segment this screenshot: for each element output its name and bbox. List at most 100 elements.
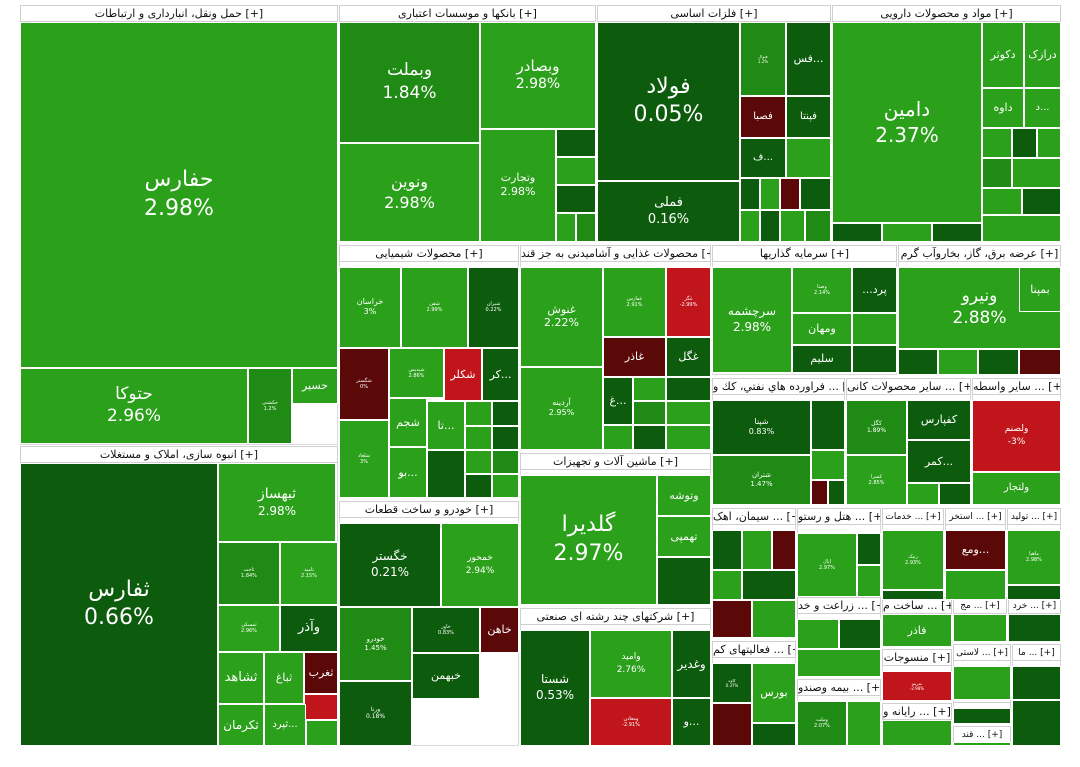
stock-tile-small[interactable] [633, 425, 666, 450]
stock-tile-small[interactable] [882, 223, 932, 242]
stock-tile-small[interactable] [742, 530, 772, 570]
sector-header[interactable]: سرمایه گذاریها [+] [712, 245, 897, 262]
stock-tile[interactable]: شگستر 0% [339, 348, 389, 420]
sector-header[interactable]: بیمه وصندو ... [+] [797, 679, 881, 696]
stock-tile[interactable]: ومعادن -2.91% [590, 698, 672, 746]
stock-tile-small[interactable] [712, 570, 742, 600]
stock-tile[interactable]: فس... [786, 22, 831, 96]
sector-header[interactable]: محصولات شیمیایی [+] [339, 245, 519, 262]
stock-tile-small[interactable] [800, 178, 831, 210]
sector-header[interactable]: ما ... [+] [1012, 644, 1061, 661]
stock-tile-small[interactable] [306, 720, 338, 746]
stock-tile-small[interactable] [492, 450, 519, 474]
stock-tile-small[interactable] [556, 185, 596, 213]
sector-header[interactable]: فراورده هاي نفتي، كك و ... [+] [712, 378, 845, 395]
stock-tile-small[interactable] [1012, 700, 1061, 746]
sector-header[interactable]: محصولات غذایی و آشامیدنی به جز قند [+] [520, 245, 711, 262]
stock-tile[interactable]: غاذر [603, 337, 666, 377]
sector-header[interactable]: فعالیتهای کم ... [+] [712, 641, 796, 658]
stock-tile-small[interactable] [882, 720, 952, 746]
stock-tile[interactable]: بورس [752, 663, 796, 723]
stock-tile-small[interactable] [492, 426, 519, 450]
sector-header[interactable]: استخر ... [+] [945, 508, 1006, 525]
sector-header[interactable]: تولید ... [+] [1007, 508, 1061, 525]
sector-header[interactable]: فلزات اساسی [+] [597, 5, 831, 22]
stock-tile-small[interactable] [760, 178, 780, 210]
sector-header[interactable]: قند ... [+] [953, 726, 1011, 743]
stock-tile-small[interactable] [1022, 188, 1061, 215]
stock-tile[interactable]: شکلر [444, 348, 482, 401]
stock-tile-small[interactable] [742, 570, 796, 600]
stock-tile-small[interactable] [978, 349, 1019, 375]
stock-tile[interactable]: ف... [740, 138, 786, 178]
stock-tile-small[interactable] [1007, 585, 1061, 600]
stock-tile[interactable]: ماهیا 2.98% [1007, 530, 1061, 585]
stock-tile-small[interactable] [780, 210, 805, 242]
stock-tile[interactable]: خاور 0.83% [412, 607, 480, 653]
stock-tile[interactable]: فپنتا [786, 96, 831, 138]
stock-tile-small[interactable] [1012, 158, 1061, 188]
stock-tile[interactable]: خراسان 3% [339, 267, 401, 348]
stock-tile-small[interactable] [465, 450, 492, 474]
sector-header[interactable]: حمل ونقل، انبارداری و ارتباطات [+] [20, 5, 338, 22]
stock-tile[interactable]: کفپارس [907, 400, 971, 440]
stock-tile[interactable]: شپنا 0.83% [712, 400, 811, 455]
sector-header[interactable]: سایر محصولات کانی ... [+] [846, 378, 971, 395]
stock-tile-small[interactable] [982, 128, 1012, 158]
stock-tile[interactable]: گلدیرا 2.97% [520, 475, 657, 605]
stock-tile[interactable]: شیران 0.22% [468, 267, 519, 348]
stock-tile[interactable]: سلیم [792, 345, 852, 373]
stock-tile-small[interactable] [772, 530, 796, 570]
stock-tile-small[interactable] [828, 480, 845, 505]
stock-tile[interactable]: وامید 2.76% [590, 630, 672, 698]
stock-tile[interactable]: وبصادر 2.98% [480, 22, 596, 129]
sector-header[interactable]: عرضه برق، گاز، بخاروآب گرم [+] [898, 245, 1061, 262]
stock-tile[interactable]: بمپنا [1019, 267, 1061, 312]
stock-tile[interactable]: خاهن [480, 607, 519, 653]
stock-tile[interactable]: دکوثر [982, 22, 1024, 88]
stock-tile[interactable]: ثشاهد [218, 652, 264, 704]
stock-tile[interactable]: کاوه 0.37% [712, 663, 752, 703]
stock-tile[interactable]: غ... [603, 377, 633, 425]
stock-tile[interactable]: شتران 1.47% [712, 455, 811, 505]
sector-header[interactable]: سایر واسطه ... [+] [972, 378, 1061, 395]
stock-tile-small[interactable] [811, 400, 845, 450]
stock-tile[interactable]: خگستر 0.21% [339, 523, 441, 607]
stock-tile[interactable]: خمحور 2.94% [441, 523, 519, 607]
stock-tile[interactable]: غفارس 2.91% [603, 267, 666, 337]
stock-tile-small[interactable] [465, 426, 492, 450]
stock-tile[interactable]: ثباغ [264, 652, 304, 704]
stock-tile[interactable]: و... [672, 698, 711, 746]
stock-tile[interactable]: ثکرمان [218, 704, 264, 746]
stock-tile[interactable]: رنیک 2.93% [882, 530, 944, 590]
stock-tile[interactable]: ولصنم -3% [972, 400, 1061, 472]
stock-tile-small[interactable] [712, 530, 742, 570]
stock-tile[interactable]: کمر... [907, 440, 971, 483]
stock-tile-small[interactable] [797, 649, 881, 677]
stock-tile[interactable]: وملت 2.07% [797, 701, 847, 746]
stock-tile[interactable]: وآذر [280, 605, 338, 652]
stock-tile[interactable]: تا... [427, 401, 465, 450]
stock-tile[interactable]: شجم [389, 398, 427, 447]
stock-tile-small[interactable] [857, 533, 881, 565]
stock-tile-small[interactable] [1012, 666, 1061, 700]
stock-tile-small[interactable] [839, 619, 881, 649]
stock-tile-small[interactable] [797, 619, 839, 649]
stock-tile-small[interactable] [852, 313, 897, 345]
stock-tile-small[interactable] [847, 701, 881, 746]
stock-tile[interactable]: فملی 0.16% [597, 181, 740, 242]
stock-tile[interactable]: حتوکا 2.96% [20, 368, 248, 444]
stock-tile[interactable]: ونوین 2.98% [339, 143, 480, 242]
stock-tile-small[interactable] [712, 703, 752, 746]
stock-tile-small[interactable] [556, 213, 576, 242]
stock-tile-small[interactable] [603, 425, 633, 450]
stock-tile-small[interactable] [982, 188, 1022, 215]
stock-tile[interactable]: فنوال 1.2% [740, 22, 786, 96]
stock-tile[interactable]: وتجارت 2.98% [480, 129, 556, 242]
stock-tile-small[interactable] [982, 215, 1061, 242]
stock-tile-small[interactable] [760, 210, 780, 242]
stock-tile[interactable]: اپال 2.97% [797, 533, 857, 597]
stock-tile[interactable]: ثغرب [304, 652, 338, 694]
stock-tile-small[interactable] [740, 178, 760, 210]
stock-tile-small[interactable] [786, 138, 831, 178]
